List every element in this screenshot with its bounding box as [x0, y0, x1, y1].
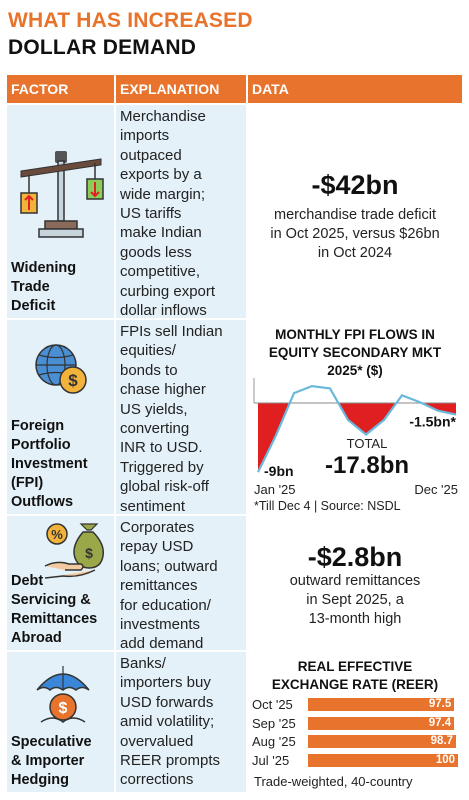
svg-text:$: $ [59, 700, 68, 717]
table-row-debt-servicing: % $ Debt Servicing & Remittances Abroad Cor… [7, 516, 462, 652]
data-cell: REAL EFFECTIVE EXCHANGE RATE (REER) Oct '… [248, 652, 462, 792]
header-divider [114, 75, 116, 103]
data-cell: -$42bn merchandise trade deficit in Oct 2… [248, 105, 462, 318]
reer-bar-value: 100 [435, 753, 455, 766]
table-header: FACTOR EXPLANATION DATA [7, 75, 462, 103]
umbrella-coin-icon: $ [36, 666, 90, 723]
data-cell: MONTHLY FPI FLOWS IN EQUITY SECONDARY MKT… [248, 320, 462, 514]
fpi-negative-area [258, 403, 456, 473]
fpi-last-value-label: -1.5bn* [409, 414, 456, 430]
header-divider [246, 75, 248, 103]
explanation-text: Banks/importers buy USD forwards amid vola… [120, 655, 221, 789]
title-line1: WHAT HAS INCREASED [8, 9, 253, 32]
hand-money-bag-icon: % $ [44, 523, 105, 579]
title-line2: DOLLAR DEMAND [8, 36, 197, 59]
table-row-speculative-hedging: $ Speculative & Importer Hedging Banks/imp… [7, 652, 462, 792]
fpi-first-value-label: -9bn [264, 463, 294, 479]
factor-label: Widening Trade Deficit [11, 260, 77, 314]
trade-deficit-value: -$42bn [311, 170, 399, 200]
reer-footnote: Trade-weighted, 40-country [254, 774, 413, 789]
reer-category-label: Jul '25 [252, 752, 290, 768]
explanation-text: FPIs sell Indian equities/bonds to chase h… [120, 323, 223, 515]
row-divider [7, 514, 462, 516]
reer-bar: 97.4 [308, 716, 455, 730]
fpi-total-label: TOTAL [347, 436, 388, 451]
explanation-cell: Merchandise imports outpaced exports by a wi… [116, 105, 246, 320]
header-factor: FACTOR [11, 81, 69, 97]
reer-category-label: Sep '25 [252, 715, 296, 731]
reer-bar-chart: Oct '25 97.5 Sep '25 97.4 Aug '25 98.7 Jul '25… [248, 697, 462, 772]
fpi-footnote: *Till Dec 4 | Source: NSDL [254, 499, 401, 513]
reer-bar-value: 98.7 [430, 735, 454, 747]
factor-label: Debt Servicing & Remittances Abroad [11, 573, 98, 646]
reer-bar-value: 97.4 [428, 716, 452, 729]
factor-cell: % $ Debt Servicing & Remittances Abroad [7, 516, 114, 650]
reer-bar: 100 [308, 753, 458, 767]
factor-cell: Widening Trade Deficit [7, 105, 114, 318]
header-data: DATA [252, 81, 289, 97]
factor-cell: $ Speculative & Importer Hedging [7, 652, 114, 792]
factor-cell: $ Foreign Portfolio Investment (FPI) Outflow… [7, 320, 114, 514]
factor-label: Speculative & Importer Hedging [11, 734, 92, 788]
remittance-value: -$2.8bn [307, 542, 403, 572]
table-row-trade-deficit: Widening Trade Deficit Merchandise imports o… [7, 105, 462, 320]
explanation-cell: FPIs sell Indian equities/bonds to chase h… [116, 320, 246, 515]
row-divider [7, 318, 462, 320]
fpi-total-value: -17.8bn [325, 452, 409, 479]
fpi-chart-title: MONTHLY FPI FLOWS IN EQUITY SECONDARY MKT… [268, 327, 442, 378]
svg-text:$: $ [85, 545, 93, 561]
remittance-caption: outward remittances in Sept 2025, a 13-mon… [289, 573, 421, 627]
trade-deficit-caption: merchandise trade deficit in Oct 2025, ve… [270, 207, 440, 261]
reer-category-label: Aug '25 [252, 734, 296, 749]
header-explanation: EXPLANATION [120, 81, 220, 97]
reer-category-label: Oct '25 [252, 697, 293, 712]
balance-scale-icon [20, 151, 104, 238]
explanation-cell: Corporates repay USD loans; outward remitta… [116, 516, 246, 652]
globe-dollar-icon: $ [35, 344, 87, 394]
reer-bar-value: 97.5 [428, 698, 452, 710]
reer-bar: 98.7 [308, 735, 457, 748]
explanation-cell: Banks/importers buy USD forwards amid vola… [116, 652, 246, 792]
svg-text:%: % [51, 527, 63, 542]
explanation-text: Corporates repay USD loans; outward remitta… [120, 519, 218, 653]
reer-bar: 97.5 [308, 698, 455, 711]
fpi-x-end-label: Dec '25 [414, 482, 458, 497]
fpi-series-line [257, 385, 457, 473]
svg-text:$: $ [68, 371, 78, 390]
explanation-text: Merchandise imports outpaced exports by a wi… [120, 108, 216, 320]
reer-chart-title: REAL EFFECTIVE EXCHANGE RATE (REER) [271, 659, 439, 692]
table-row-fpi-outflows: $ Foreign Portfolio Investment (FPI) Outflow… [7, 320, 462, 515]
row-divider [7, 650, 462, 652]
factor-label: Foreign Portfolio Investment (FPI) Outflows [11, 418, 88, 510]
data-cell: -$2.8bn outward remittances in Sept 2025,… [248, 516, 462, 650]
fpi-x-start-label: Jan '25 [254, 482, 296, 497]
fpi-area-chart: -9bn -1.5bn* TOTAL-17.8bn Jan '25 Dec '25 *Ti… [253, 378, 458, 513]
